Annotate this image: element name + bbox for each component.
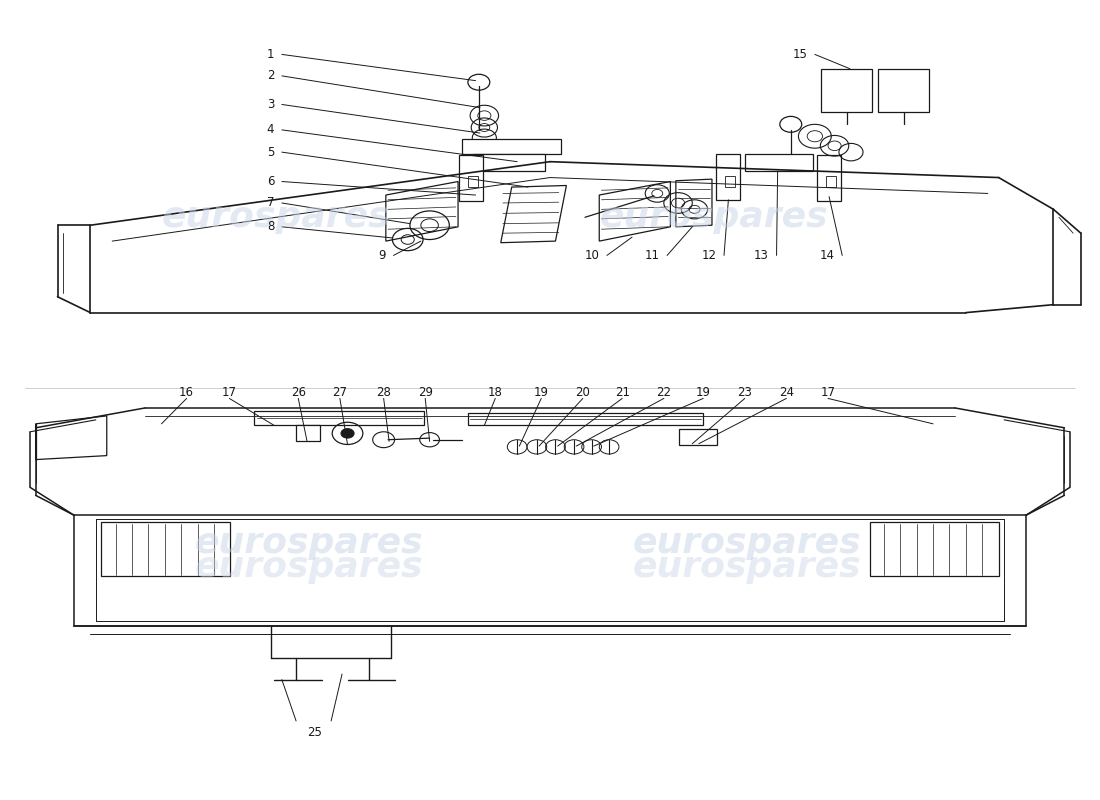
Text: 22: 22 bbox=[657, 386, 671, 398]
Bar bbox=[473, 154, 544, 171]
Bar bbox=[745, 154, 813, 171]
Bar bbox=[878, 69, 928, 113]
Text: 21: 21 bbox=[615, 386, 629, 398]
Text: 8: 8 bbox=[267, 220, 274, 234]
Text: 3: 3 bbox=[267, 98, 274, 111]
Text: 25: 25 bbox=[307, 726, 322, 738]
Bar bbox=[679, 430, 717, 446]
Bar bbox=[716, 154, 740, 200]
Bar bbox=[817, 155, 842, 202]
Bar bbox=[101, 522, 230, 576]
Bar bbox=[870, 522, 999, 576]
Bar bbox=[296, 426, 320, 442]
Text: eurospares: eurospares bbox=[632, 526, 861, 560]
Text: 17: 17 bbox=[222, 386, 236, 398]
Text: 4: 4 bbox=[266, 123, 274, 136]
Text: 24: 24 bbox=[779, 386, 794, 398]
Text: 14: 14 bbox=[820, 249, 835, 262]
Text: eurospares: eurospares bbox=[195, 526, 424, 560]
Bar bbox=[822, 69, 872, 113]
Text: 29: 29 bbox=[418, 386, 432, 398]
Bar bbox=[462, 139, 561, 154]
Text: 28: 28 bbox=[376, 386, 392, 398]
Text: eurospares: eurospares bbox=[162, 200, 390, 234]
Text: 11: 11 bbox=[645, 249, 659, 262]
Text: 1: 1 bbox=[266, 48, 274, 61]
Text: eurospares: eurospares bbox=[195, 550, 424, 584]
Text: 6: 6 bbox=[266, 175, 274, 188]
Bar bbox=[725, 176, 735, 187]
Bar bbox=[459, 155, 483, 202]
Text: 9: 9 bbox=[378, 249, 386, 262]
Text: 17: 17 bbox=[821, 386, 836, 398]
Bar bbox=[254, 411, 425, 426]
Text: 19: 19 bbox=[534, 386, 549, 398]
Circle shape bbox=[341, 429, 354, 438]
Text: 19: 19 bbox=[695, 386, 711, 398]
Text: 15: 15 bbox=[792, 48, 807, 61]
Text: 20: 20 bbox=[575, 386, 591, 398]
Bar bbox=[468, 176, 477, 187]
Text: 27: 27 bbox=[332, 386, 348, 398]
Text: 13: 13 bbox=[754, 249, 769, 262]
Text: 12: 12 bbox=[702, 249, 716, 262]
Bar bbox=[826, 176, 836, 187]
Text: eurospares: eurospares bbox=[632, 550, 861, 584]
Text: eurospares: eurospares bbox=[600, 200, 828, 234]
Text: 26: 26 bbox=[290, 386, 306, 398]
Text: 10: 10 bbox=[584, 249, 600, 262]
Bar bbox=[468, 413, 703, 426]
Text: 5: 5 bbox=[267, 146, 274, 158]
Text: 23: 23 bbox=[737, 386, 752, 398]
Text: 2: 2 bbox=[266, 70, 274, 82]
Text: 18: 18 bbox=[487, 386, 503, 398]
Text: 7: 7 bbox=[266, 197, 274, 210]
Text: 16: 16 bbox=[179, 386, 194, 398]
